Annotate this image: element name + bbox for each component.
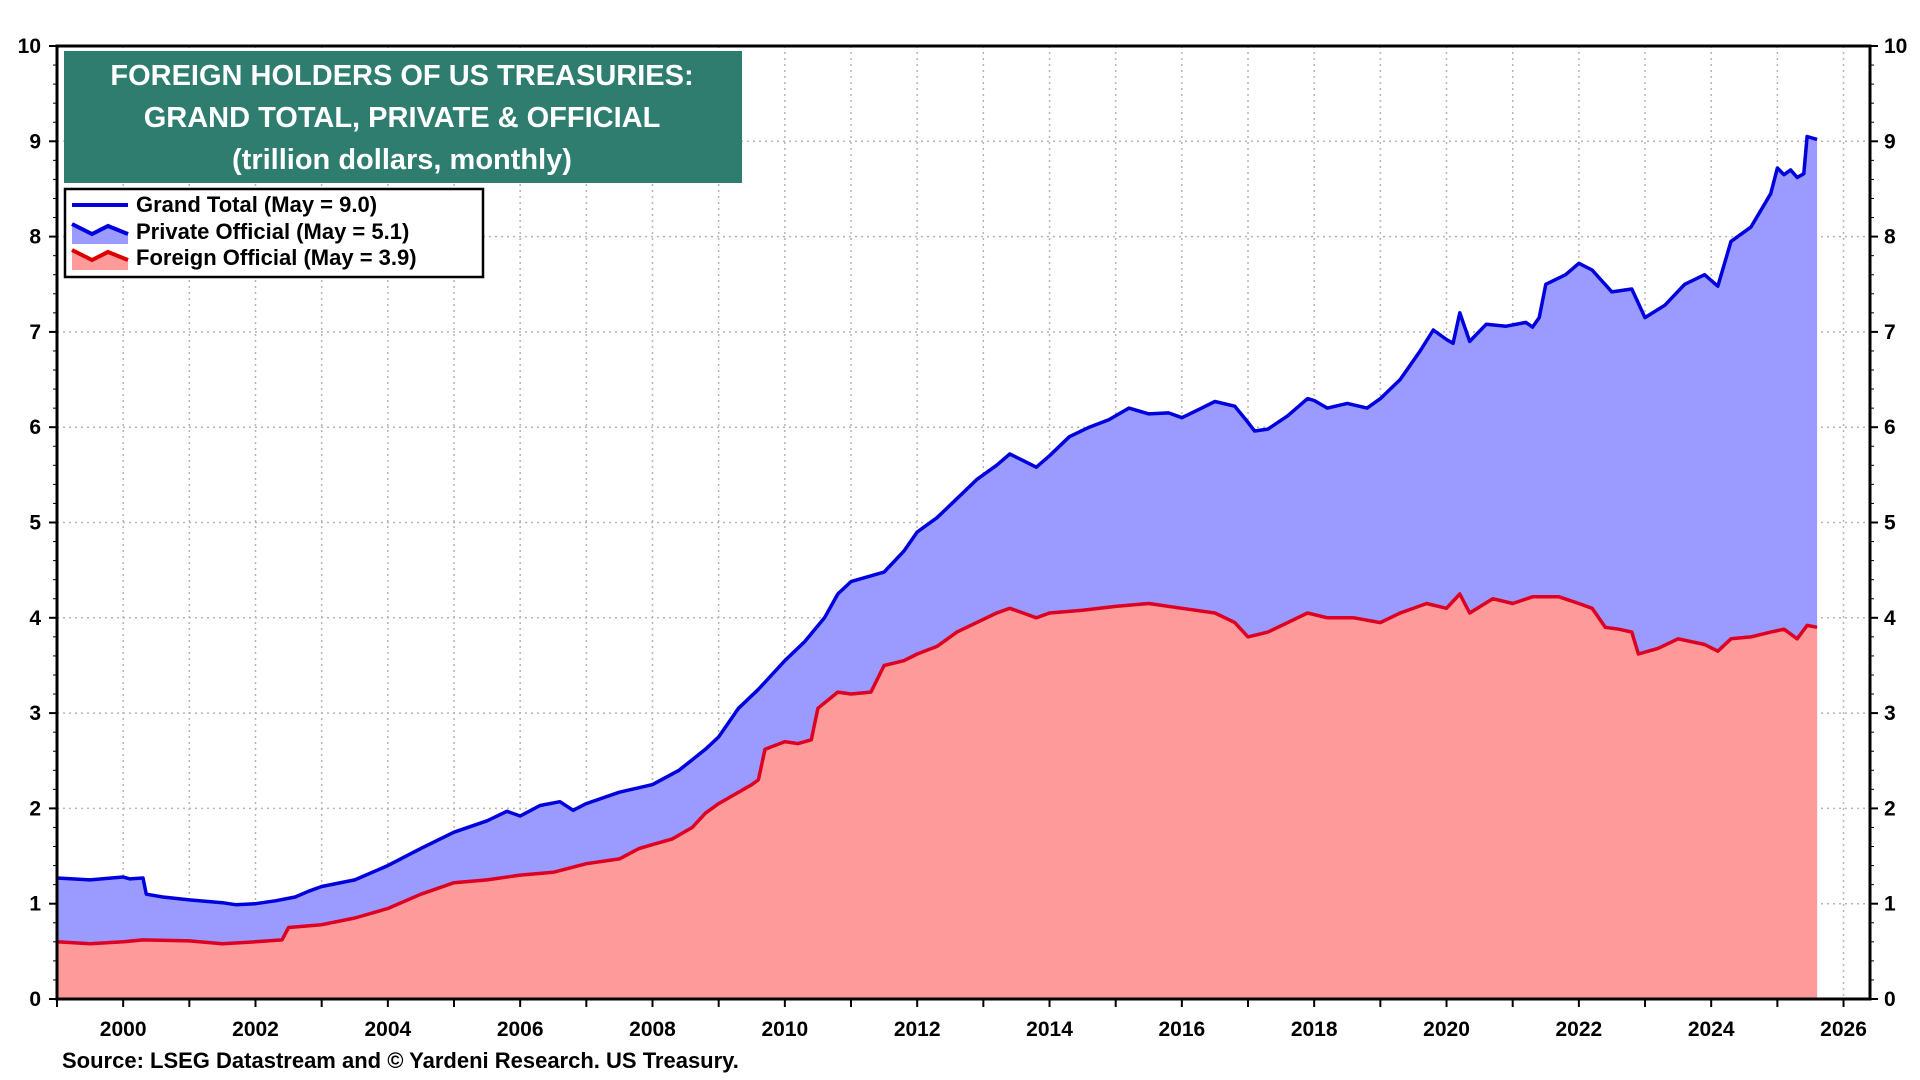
y-tick-label-right: 1 xyxy=(1884,893,1896,916)
x-tick-label: 2000 xyxy=(100,1018,147,1041)
legend-label-foreign-official: Foreign Official (May = 3.9) xyxy=(136,245,417,270)
y-tick-label-right: 8 xyxy=(1884,226,1896,249)
y-tick-label-left: 3 xyxy=(29,702,41,725)
y-tick-label-right: 5 xyxy=(1884,512,1896,535)
x-tick-label: 2020 xyxy=(1423,1018,1470,1041)
y-tick-label-right: 4 xyxy=(1884,607,1896,630)
x-tick-label: 2022 xyxy=(1556,1018,1603,1041)
x-tick-label: 2016 xyxy=(1158,1018,1205,1041)
source-note: Source: LSEG Datastream and © Yardeni Re… xyxy=(62,1048,739,1073)
x-tick-label: 2004 xyxy=(364,1018,411,1041)
y-tick-label-left: 8 xyxy=(29,226,41,249)
x-tick-label: 2026 xyxy=(1820,1018,1867,1041)
y-tick-label-right: 7 xyxy=(1884,321,1896,344)
title-background xyxy=(64,51,742,183)
y-tick-label-right: 2 xyxy=(1884,797,1896,820)
x-tick-label: 2008 xyxy=(629,1018,676,1041)
x-axis: 2000 2002 2004 2006 2008 2010 2012 2014 2016 2018… xyxy=(56,999,1867,1041)
y-tick-label-left: 0 xyxy=(29,988,41,1011)
x-tick-label: 2010 xyxy=(761,1018,808,1041)
foreign-official-area xyxy=(57,594,1818,999)
x-tick-label: 2012 xyxy=(894,1018,941,1041)
chart-title-line-1: FOREIGN HOLDERS OF US TREASURIES: xyxy=(110,60,693,92)
y-tick-label-left: 10 xyxy=(18,35,41,58)
y-tick-label-left: 7 xyxy=(29,321,41,344)
x-tick-label: 2002 xyxy=(232,1018,279,1041)
y-tick-label-right: 9 xyxy=(1884,130,1896,153)
y-tick-label-left: 9 xyxy=(29,130,41,153)
y-tick-label-left: 1 xyxy=(29,893,41,916)
chart-title-line-3: (trillion dollars, monthly) xyxy=(232,144,572,176)
y-tick-label-right: 10 xyxy=(1884,35,1907,58)
foreign-official-line xyxy=(56,592,1818,946)
x-tick-label: 2024 xyxy=(1688,1018,1735,1041)
legend-swatch-foreign-official-edge xyxy=(71,248,129,263)
legend-label-grand-total: Grand Total (May = 9.0) xyxy=(136,192,377,217)
y-tick-label-right: 3 xyxy=(1884,702,1896,725)
x-tick-label: 2018 xyxy=(1291,1018,1338,1041)
x-tick-label: 2014 xyxy=(1026,1018,1073,1041)
legend-label-private-official: Private Official (May = 5.1) xyxy=(136,219,409,244)
y-tick-label-right: 6 xyxy=(1884,416,1896,439)
y-tick-label-left: 6 xyxy=(29,416,41,439)
legend: Grand Total (May = 9.0) Private Official… xyxy=(63,187,485,279)
y-tick-label-left: 5 xyxy=(29,512,41,535)
grand-total-line xyxy=(56,134,1818,907)
legend-swatch-private-official-edge xyxy=(71,222,129,237)
legend-box xyxy=(63,187,485,279)
y-tick-label-left: 2 xyxy=(29,797,41,820)
y-tick-label-right: 0 xyxy=(1884,988,1896,1011)
x-tick-label: 2006 xyxy=(497,1018,544,1041)
chart-title-line-2: GRAND TOTAL, PRIVATE & OFFICIAL xyxy=(144,102,661,134)
title-box: FOREIGN HOLDERS OF US TREASURIES: GRAND … xyxy=(64,51,742,183)
y-tick-label-left: 4 xyxy=(29,607,41,630)
y-axis-left: 0 1 2 3 4 5 6 7 8 9 10 xyxy=(18,35,57,1011)
y-axis-right: 0 1 2 3 4 5 6 7 8 9 10 xyxy=(1870,35,1907,1011)
